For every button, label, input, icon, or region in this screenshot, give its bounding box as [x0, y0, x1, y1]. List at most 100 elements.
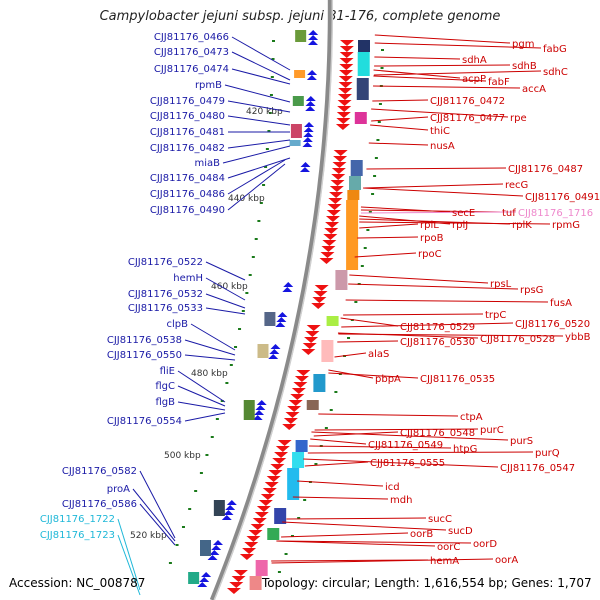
left-gene-label: CJJ81176_0480	[150, 111, 225, 122]
reverse-gene-arrow	[199, 577, 210, 582]
forward-gene-arrow	[226, 588, 241, 594]
forward-gene-arrow	[268, 470, 283, 476]
left-gc-dot	[265, 148, 269, 150]
right-leader-line	[297, 480, 384, 487]
forward-gene-arrow	[312, 297, 327, 303]
forward-gene-arrow	[248, 530, 263, 536]
right-gene-label: thiC	[430, 126, 450, 137]
left-leader-line	[177, 401, 226, 411]
right-gene-label: mdh	[390, 495, 412, 506]
left-leader-line	[227, 159, 286, 195]
forward-gene-arrow	[326, 210, 341, 216]
forward-gene-arrow	[339, 70, 354, 76]
tick-label: 460 kbp	[211, 282, 248, 292]
left-gene-label: rpmB	[195, 80, 222, 91]
forward-gene-arrow	[274, 452, 289, 458]
reverse-gene-arrow	[254, 410, 265, 415]
right-gc-dot	[354, 301, 358, 303]
right-gc-dot	[314, 463, 318, 465]
right-gene-label: nusA	[430, 141, 455, 152]
left-gc-dot	[248, 274, 252, 276]
right-gene-label: rpmG	[552, 220, 580, 231]
right-leader-line	[303, 458, 499, 468]
right-leader-line	[292, 496, 389, 500]
right-gene-label: CJJ81176_0547	[500, 463, 575, 474]
left-leader-line	[205, 261, 246, 281]
reverse-gene-arrow	[305, 106, 316, 111]
forward-strand-track	[226, 40, 370, 594]
forward-gene-arrow	[321, 246, 336, 252]
forward-gene-arrow	[313, 291, 328, 297]
right-gene-label: CJJ81176_0555	[370, 458, 445, 469]
reverse-gene-arrow	[305, 96, 316, 101]
forward-gene-block	[347, 190, 360, 200]
right-leader-line	[338, 333, 564, 337]
right-leader-line	[348, 283, 519, 290]
right-gc-dot	[377, 121, 381, 123]
reverse-gene-arrow	[209, 550, 220, 555]
right-gc-dot	[371, 193, 375, 195]
right-gene-label: fabF	[488, 77, 510, 88]
left-gene-label: CJJ81176_0484	[150, 173, 225, 184]
forward-gene-arrow	[264, 482, 279, 488]
right-label-leaders	[271, 34, 564, 564]
left-leader-line	[222, 145, 291, 164]
left-leader-line	[117, 534, 141, 596]
forward-gene-arrow	[256, 506, 271, 512]
right-leader-line	[337, 340, 399, 343]
left-leader-line	[231, 68, 291, 85]
right-gene-label: trpC	[485, 310, 506, 321]
reverse-gene-block	[188, 572, 200, 584]
right-gene-label: CJJ81176_0477	[430, 113, 505, 124]
right-leader-line	[370, 124, 429, 131]
left-gene-label: CJJ81176_0473	[154, 47, 229, 58]
right-leader-line	[309, 445, 452, 449]
forward-gene-arrow	[338, 82, 353, 88]
forward-gene-arrow	[328, 198, 343, 204]
left-gc-dot	[269, 94, 273, 96]
left-gc-dot	[229, 364, 233, 366]
forward-gene-block	[255, 560, 268, 576]
left-gc-dot	[254, 238, 258, 240]
left-gc-dot	[245, 292, 249, 294]
left-gene-label: CJJ81176_1723	[40, 530, 115, 541]
forward-gene-arrow	[337, 94, 352, 100]
right-leader-line	[374, 56, 461, 60]
right-gene-label: sdhB	[512, 61, 537, 72]
forward-gene-arrow	[283, 418, 298, 424]
left-gene-label: CJJ81176_0486	[150, 189, 225, 200]
right-gene-label: ybbB	[565, 332, 591, 343]
forward-gene-block	[274, 508, 287, 524]
kbp-ticks: 420 kbp 440 kbp 460 kbp 480 kbp 500 kbp …	[130, 107, 283, 541]
left-leader-line	[190, 323, 236, 351]
left-leader-line	[227, 115, 291, 126]
left-gene-label: hemH	[173, 273, 203, 284]
right-leader-line	[359, 223, 419, 229]
reverse-gene-arrow	[302, 137, 313, 142]
reverse-gene-arrow	[197, 582, 208, 587]
right-gc-dot	[303, 499, 307, 501]
reverse-gene-arrow	[300, 162, 311, 167]
forward-gene-block	[354, 112, 367, 124]
forward-gene-arrow	[338, 88, 353, 94]
reverse-gene-block	[289, 140, 301, 146]
left-gc-dot	[175, 544, 179, 546]
right-leader-line	[304, 461, 369, 467]
left-gc-dot	[268, 112, 272, 114]
forward-gene-arrow	[325, 222, 340, 228]
reverse-gene-arrow	[270, 344, 281, 349]
left-leader-line	[227, 139, 291, 149]
left-gc-dot	[199, 472, 203, 474]
left-leader-line	[205, 277, 246, 301]
right-leader-line	[368, 142, 429, 146]
right-gc-dot	[363, 247, 367, 249]
forward-gene-arrow	[329, 186, 344, 192]
right-gene-label: CJJ81176_0529	[400, 322, 475, 333]
right-leader-line	[364, 183, 504, 189]
right-leader-line	[349, 274, 489, 284]
right-gc-dot	[380, 67, 384, 69]
reverse-gene-arrow	[252, 415, 263, 420]
right-leader-line	[373, 70, 542, 76]
forward-gene-arrow	[335, 124, 350, 130]
forward-gene-arrow	[322, 240, 337, 246]
